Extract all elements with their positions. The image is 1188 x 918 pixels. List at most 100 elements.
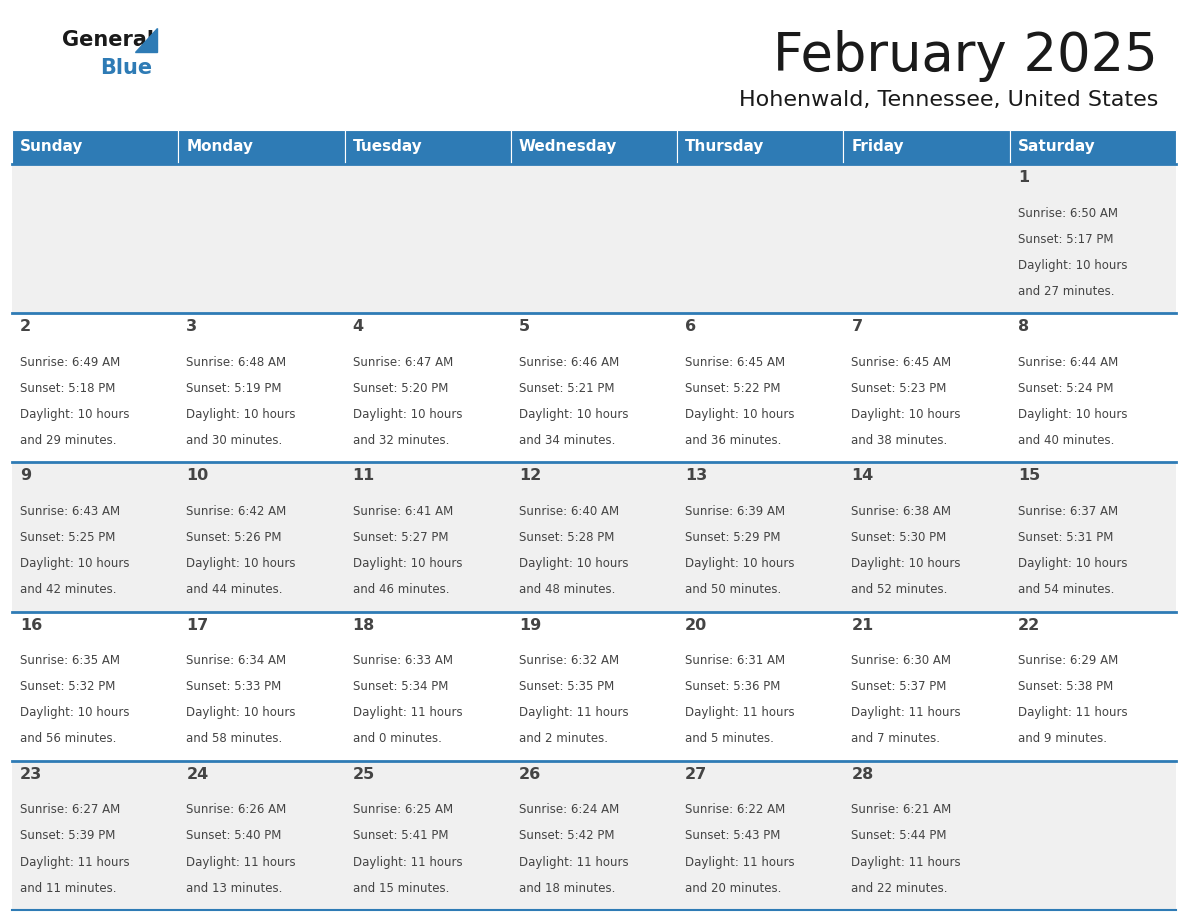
Text: 17: 17 [187,618,209,633]
Text: Sunrise: 6:22 AM: Sunrise: 6:22 AM [685,803,785,816]
Text: and 46 minutes.: and 46 minutes. [353,583,449,597]
Bar [843,463,1010,611]
Text: 23: 23 [20,767,43,782]
Bar [1010,463,1176,611]
Text: Sunrise: 6:30 AM: Sunrise: 6:30 AM [852,655,952,667]
Text: and 2 minutes.: and 2 minutes. [519,733,608,745]
Bar [12,164,178,313]
Text: Sunset: 5:27 PM: Sunset: 5:27 PM [353,532,448,544]
Bar [843,130,1010,164]
Text: Monday: Monday [187,140,253,154]
Text: Daylight: 11 hours: Daylight: 11 hours [852,706,961,720]
Text: Sunrise: 6:39 AM: Sunrise: 6:39 AM [685,505,785,518]
Text: Sunset: 5:22 PM: Sunset: 5:22 PM [685,382,781,395]
Bar [511,130,677,164]
Text: Sunset: 5:31 PM: Sunset: 5:31 PM [1018,532,1113,544]
Text: Sunset: 5:34 PM: Sunset: 5:34 PM [353,680,448,693]
Text: 28: 28 [852,767,873,782]
Text: Sunrise: 6:45 AM: Sunrise: 6:45 AM [852,356,952,369]
Text: Daylight: 10 hours: Daylight: 10 hours [519,408,628,421]
Text: and 54 minutes.: and 54 minutes. [1018,583,1114,597]
Text: Daylight: 10 hours: Daylight: 10 hours [852,408,961,421]
Text: Sunset: 5:30 PM: Sunset: 5:30 PM [852,532,947,544]
Bar [677,761,843,910]
Bar [511,611,677,761]
Text: Daylight: 10 hours: Daylight: 10 hours [852,557,961,570]
Text: Sunset: 5:21 PM: Sunset: 5:21 PM [519,382,614,395]
Bar [1010,164,1176,313]
Bar [677,130,843,164]
Text: Daylight: 11 hours: Daylight: 11 hours [685,706,795,720]
Text: Sunrise: 6:47 AM: Sunrise: 6:47 AM [353,356,453,369]
Text: 11: 11 [353,468,375,484]
Bar [178,761,345,910]
Text: 27: 27 [685,767,707,782]
Text: 20: 20 [685,618,707,633]
Text: Sunrise: 6:41 AM: Sunrise: 6:41 AM [353,505,453,518]
Text: Sunrise: 6:45 AM: Sunrise: 6:45 AM [685,356,785,369]
Text: Sunset: 5:17 PM: Sunset: 5:17 PM [1018,232,1113,246]
Text: Sunset: 5:42 PM: Sunset: 5:42 PM [519,830,614,843]
Text: Sunset: 5:18 PM: Sunset: 5:18 PM [20,382,115,395]
Text: Daylight: 11 hours: Daylight: 11 hours [519,706,628,720]
Text: 18: 18 [353,618,375,633]
Text: Sunrise: 6:26 AM: Sunrise: 6:26 AM [187,803,286,816]
Text: Sunset: 5:23 PM: Sunset: 5:23 PM [852,382,947,395]
Text: and 9 minutes.: and 9 minutes. [1018,733,1107,745]
Text: February 2025: February 2025 [773,30,1158,82]
Text: Sunrise: 6:35 AM: Sunrise: 6:35 AM [20,655,120,667]
Text: Sunset: 5:44 PM: Sunset: 5:44 PM [852,830,947,843]
Bar [1010,313,1176,463]
Bar [677,313,843,463]
Text: Blue: Blue [100,58,152,78]
Bar [677,164,843,313]
Bar [345,164,511,313]
Text: Saturday: Saturday [1018,140,1095,154]
Text: 10: 10 [187,468,209,484]
Text: Daylight: 10 hours: Daylight: 10 hours [1018,259,1127,272]
Text: Sunrise: 6:38 AM: Sunrise: 6:38 AM [852,505,952,518]
Bar [345,761,511,910]
Text: and 20 minutes.: and 20 minutes. [685,881,782,895]
Bar [345,611,511,761]
Text: Daylight: 10 hours: Daylight: 10 hours [519,557,628,570]
Text: Sunrise: 6:34 AM: Sunrise: 6:34 AM [187,655,286,667]
Text: and 18 minutes.: and 18 minutes. [519,881,615,895]
Text: Thursday: Thursday [685,140,765,154]
Text: Friday: Friday [852,140,904,154]
Text: Sunrise: 6:43 AM: Sunrise: 6:43 AM [20,505,120,518]
Text: Daylight: 10 hours: Daylight: 10 hours [685,557,795,570]
Text: and 44 minutes.: and 44 minutes. [187,583,283,597]
Text: and 56 minutes.: and 56 minutes. [20,733,116,745]
Bar [12,130,178,164]
Text: 24: 24 [187,767,209,782]
Text: Daylight: 11 hours: Daylight: 11 hours [353,706,462,720]
Text: Wednesday: Wednesday [519,140,618,154]
Text: Daylight: 10 hours: Daylight: 10 hours [20,706,129,720]
Text: and 11 minutes.: and 11 minutes. [20,881,116,895]
Bar [178,130,345,164]
Text: Sunrise: 6:33 AM: Sunrise: 6:33 AM [353,655,453,667]
Text: and 7 minutes.: and 7 minutes. [852,733,941,745]
Text: Sunset: 5:43 PM: Sunset: 5:43 PM [685,830,781,843]
Text: Daylight: 11 hours: Daylight: 11 hours [353,856,462,868]
Text: 4: 4 [353,319,364,334]
Text: and 36 minutes.: and 36 minutes. [685,434,782,447]
Bar [511,164,677,313]
Bar [843,761,1010,910]
Text: and 13 minutes.: and 13 minutes. [187,881,283,895]
Text: Daylight: 11 hours: Daylight: 11 hours [187,856,296,868]
Text: Sunrise: 6:29 AM: Sunrise: 6:29 AM [1018,655,1118,667]
Text: 26: 26 [519,767,541,782]
Bar [843,611,1010,761]
Text: Sunset: 5:37 PM: Sunset: 5:37 PM [852,680,947,693]
Text: and 30 minutes.: and 30 minutes. [187,434,283,447]
Text: and 32 minutes.: and 32 minutes. [353,434,449,447]
Text: Sunrise: 6:49 AM: Sunrise: 6:49 AM [20,356,120,369]
Text: and 58 minutes.: and 58 minutes. [187,733,283,745]
Bar [12,313,178,463]
Text: 16: 16 [20,618,43,633]
Text: and 42 minutes.: and 42 minutes. [20,583,116,597]
Bar [12,761,178,910]
Text: Daylight: 10 hours: Daylight: 10 hours [187,408,296,421]
